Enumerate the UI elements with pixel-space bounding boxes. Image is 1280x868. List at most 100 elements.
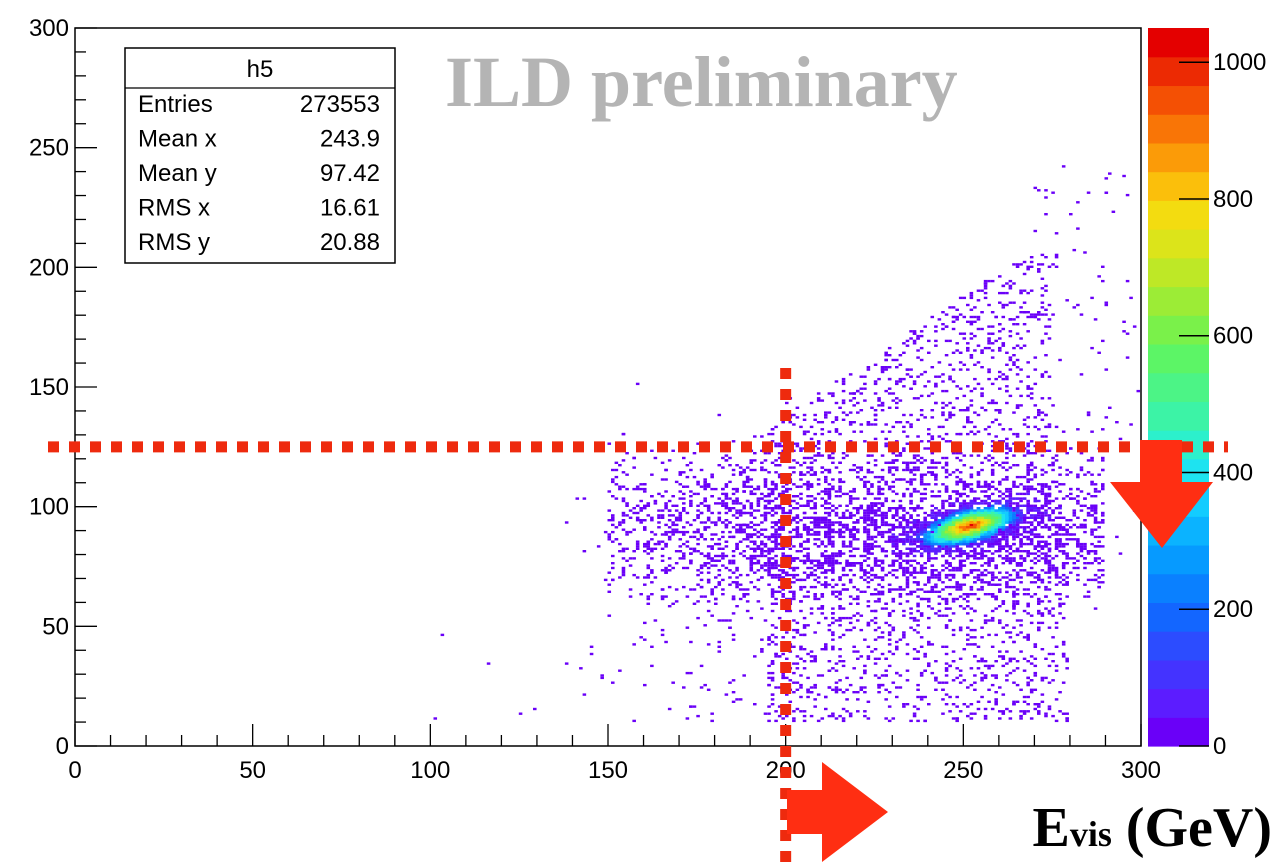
heatmap-bin: [852, 392, 856, 395]
heatmap-bin: [980, 394, 984, 398]
heatmap-bin: [998, 710, 1002, 713]
heatmap-bin: [976, 707, 981, 711]
heatmap-bin: [816, 421, 821, 424]
heatmap-bin: [816, 533, 821, 536]
heatmap-bin: [895, 588, 899, 591]
heatmap-bin: [760, 607, 764, 610]
heatmap-bin: [962, 576, 967, 579]
heatmap-bin: [699, 552, 704, 555]
heatmap-bin: [880, 636, 885, 639]
heatmap-bin: [824, 569, 828, 572]
heatmap-bin: [1012, 507, 1016, 510]
heatmap-bin: [1005, 631, 1009, 634]
heatmap-bin: [834, 530, 839, 534]
heatmap-bin: [827, 521, 832, 524]
heatmap-bin: [1079, 526, 1084, 529]
heatmap-bin: [990, 492, 995, 496]
heatmap-bin: [724, 504, 729, 507]
heatmap-bin: [845, 676, 849, 680]
heatmap-bin: [1008, 495, 1013, 498]
heatmap-bin: [934, 339, 938, 343]
heatmap-bin: [1061, 430, 1066, 433]
heatmap-bin: [689, 468, 693, 472]
heatmap-bin: [902, 447, 906, 450]
heatmap-bin: [877, 683, 881, 687]
heatmap-bin: [951, 569, 956, 572]
heatmap-bin: [841, 452, 846, 455]
heatmap-bin: [870, 504, 874, 507]
heatmap-bin: [1029, 552, 1034, 555]
heatmap-bin: [1015, 550, 1020, 553]
heatmap-bin: [682, 507, 686, 510]
heatmap-bin: [919, 346, 924, 350]
heatmap-bin: [664, 571, 668, 574]
heatmap-bin: [1008, 545, 1013, 548]
heatmap-bin: [1047, 652, 1052, 656]
heatmap-bin: [834, 562, 839, 565]
heatmap-bin: [671, 449, 675, 452]
heatmap-bin: [969, 356, 974, 359]
heatmap-bin: [1015, 573, 1020, 577]
heatmap-bin: [756, 497, 761, 500]
heatmap-bin: [958, 595, 963, 598]
heatmap-bin: [753, 655, 757, 658]
heatmap-bin: [770, 440, 775, 443]
heatmap-bin: [1015, 576, 1020, 579]
heatmap-bin: [909, 626, 913, 629]
heatmap-bin: [958, 657, 963, 660]
heatmap-bin: [674, 523, 679, 527]
heatmap-bin: [667, 605, 672, 608]
heatmap-bin: [820, 542, 825, 546]
heatmap-bin: [891, 473, 896, 476]
heatmap-bin: [838, 679, 842, 682]
heatmap-bin: [1051, 499, 1055, 503]
heatmap-bin: [788, 509, 793, 512]
heatmap-bin: [958, 585, 963, 589]
heatmap-bin: [621, 550, 626, 553]
heatmap-bin: [990, 542, 995, 546]
heatmap-bin: [696, 504, 700, 507]
heatmap-bin: [824, 581, 828, 584]
heatmap-bin: [628, 530, 633, 534]
heatmap-bin: [770, 526, 775, 529]
heatmap-bin: [816, 452, 821, 455]
heatmap-bin: [884, 483, 888, 486]
heatmap-bin: [866, 366, 871, 369]
heatmap-bin: [1033, 664, 1038, 668]
heatmap-bin: [1029, 528, 1034, 531]
heatmap-bin: [767, 638, 771, 641]
heatmap-bin: [806, 466, 810, 469]
heatmap-bin: [870, 502, 874, 505]
heatmap-bin: [1019, 564, 1023, 567]
heatmap-bin: [863, 399, 867, 402]
heatmap-bin: [1033, 671, 1038, 675]
heatmap-bin: [848, 542, 853, 546]
heatmap-bin: [944, 475, 949, 479]
heatmap-bin: [912, 487, 917, 491]
heatmap-bin: [969, 562, 974, 565]
heatmap-bin: [806, 547, 810, 550]
heatmap-bin: [1090, 507, 1094, 510]
heatmap-bin: [902, 566, 906, 570]
heatmap-bin: [927, 597, 931, 601]
heatmap-bin: [1012, 626, 1016, 629]
heatmap-bin: [1026, 542, 1030, 546]
heatmap-bin: [852, 514, 856, 517]
heatmap-bin: [809, 461, 814, 464]
heatmap-bin: [1047, 564, 1052, 567]
heatmap-bin: [770, 662, 775, 665]
heatmap-bin: [969, 593, 974, 596]
heatmap-bin: [674, 519, 679, 522]
heatmap-bin: [1101, 456, 1105, 460]
heatmap-bin: [905, 559, 910, 562]
heatmap-bin: [1040, 648, 1045, 651]
heatmap-bin: [1008, 631, 1013, 634]
heatmap-bin: [831, 714, 835, 718]
heatmap-bin: [990, 311, 995, 314]
heatmap-bin: [824, 648, 828, 651]
heatmap-bin: [944, 662, 949, 665]
heatmap-bin: [1079, 452, 1084, 455]
heatmap-bin: [863, 382, 867, 386]
heatmap-bin: [824, 557, 828, 560]
heatmap-bin: [813, 660, 817, 663]
